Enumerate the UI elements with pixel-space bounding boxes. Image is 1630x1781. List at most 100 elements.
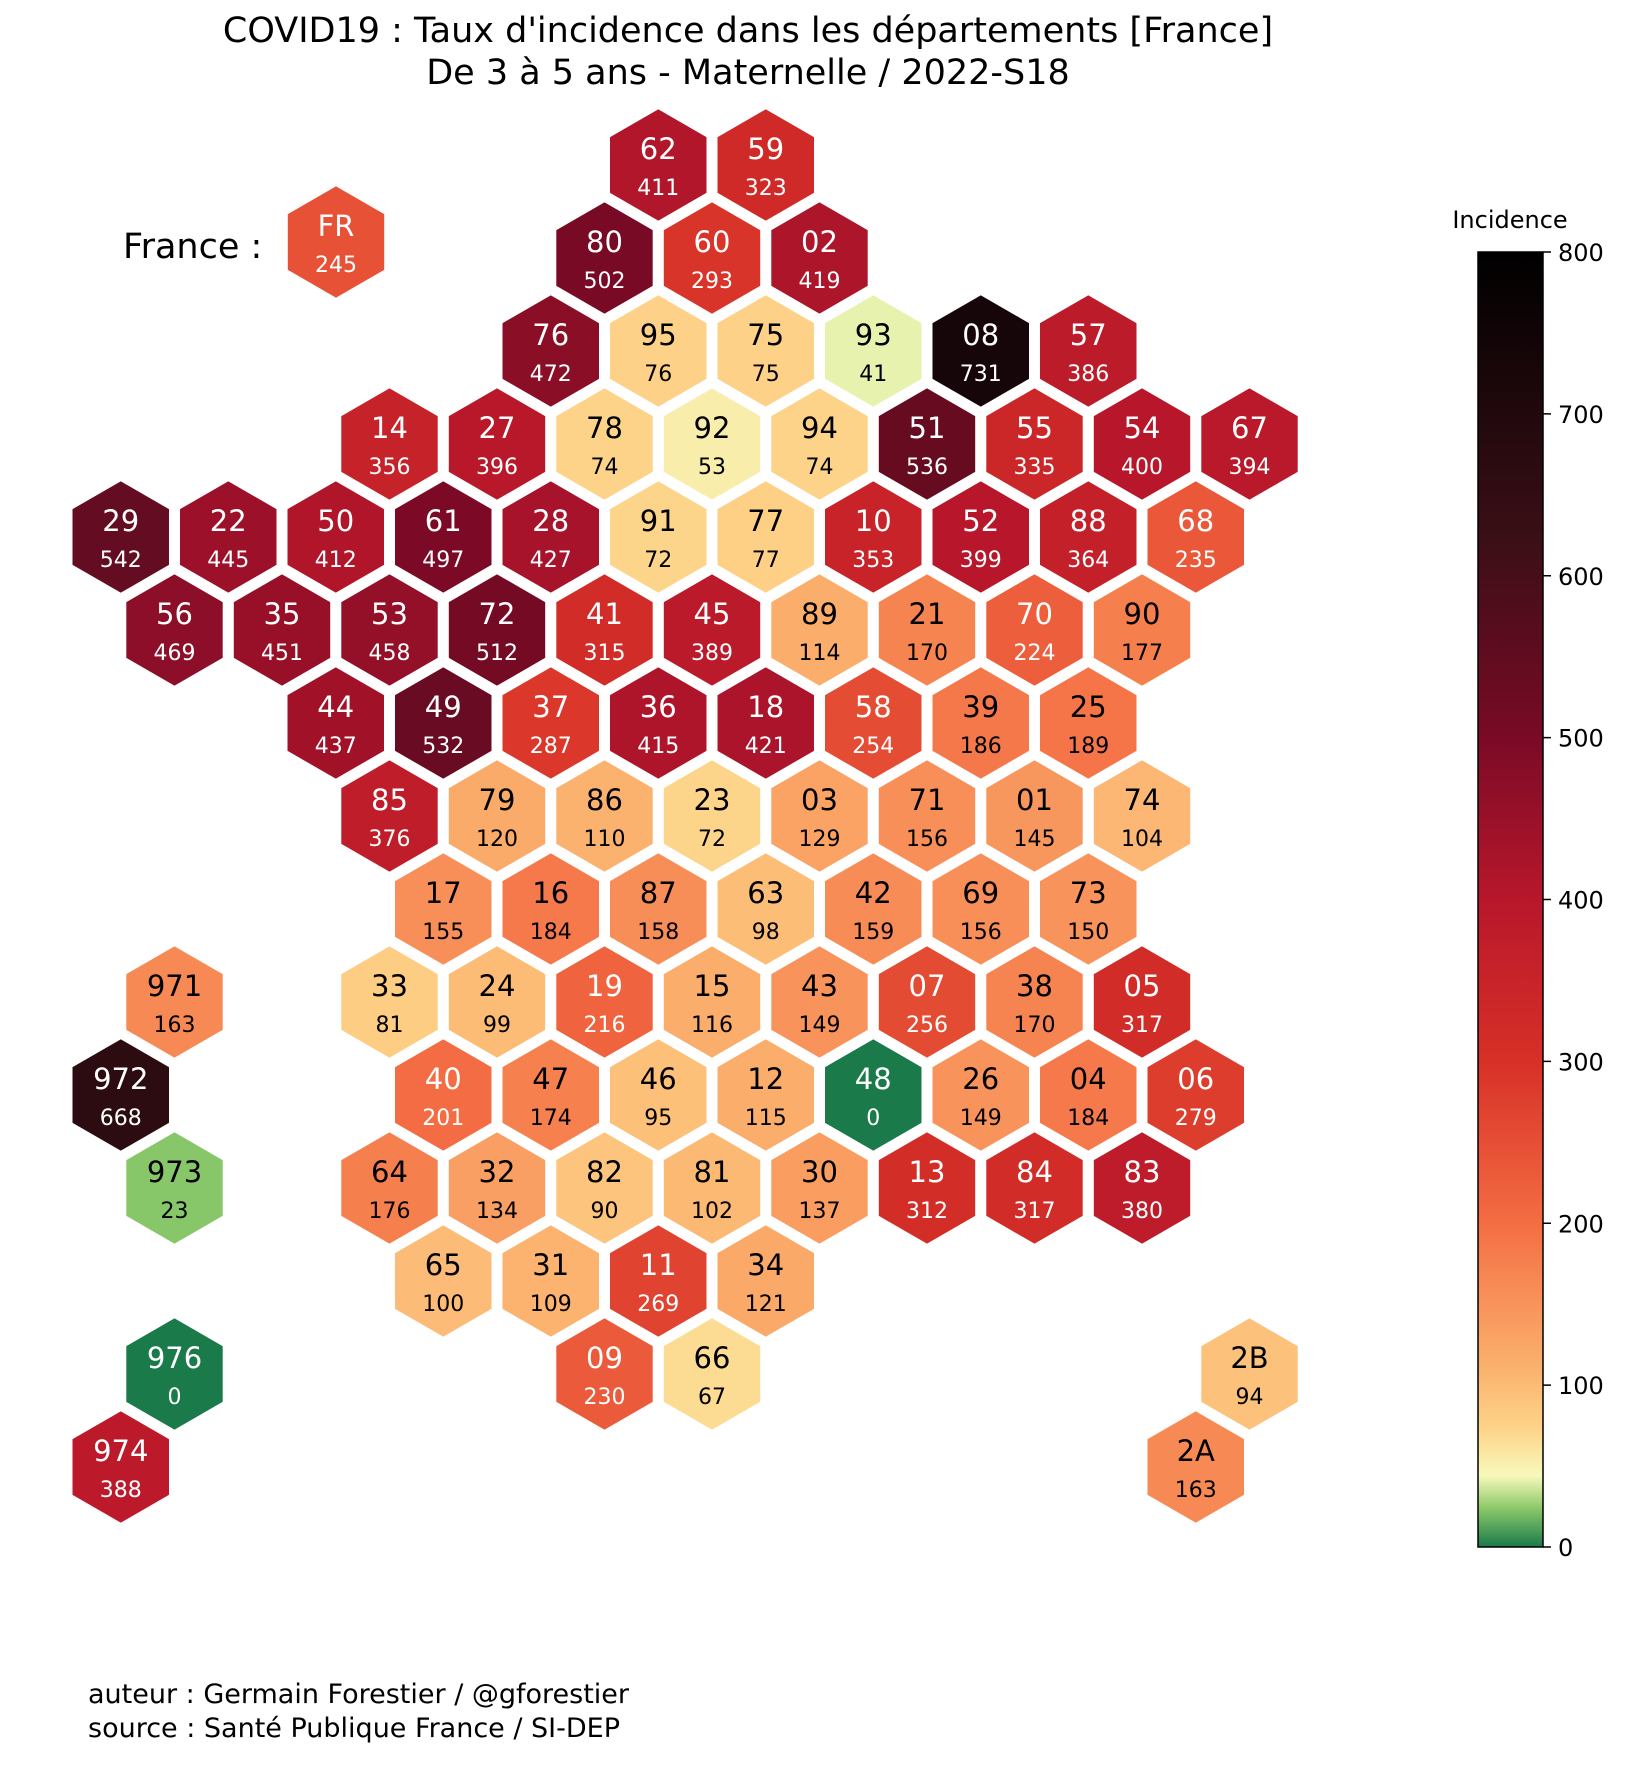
hex-value-label: 74 xyxy=(591,455,619,480)
hex-code-label: 86 xyxy=(586,783,623,817)
hex-value-label: 287 xyxy=(530,734,572,759)
hex-code-label: 57 xyxy=(1070,318,1107,352)
hex-code-label: 82 xyxy=(586,1155,623,1189)
hex-cell xyxy=(337,569,442,691)
hex-code-label: 971 xyxy=(147,969,202,1003)
hex-value-label: 129 xyxy=(799,827,841,852)
hex-cell xyxy=(767,1127,872,1249)
hex-code-label: 38 xyxy=(1016,969,1053,1003)
hex-cell xyxy=(122,569,227,691)
colorbar-tick-label: 500 xyxy=(1558,725,1604,753)
hex-cell xyxy=(498,1034,603,1156)
hex-cell xyxy=(498,662,603,784)
hex-cell xyxy=(337,383,442,505)
hex-cell xyxy=(552,1127,657,1249)
hex-value-label: 317 xyxy=(1014,1199,1056,1224)
hex-code-label: 68 xyxy=(1177,504,1214,538)
hex-cell xyxy=(552,197,657,319)
hex-code-label: 93 xyxy=(855,318,892,352)
hex-code-label: 50 xyxy=(317,504,354,538)
hex-code-label: 85 xyxy=(371,783,408,817)
hex-cell xyxy=(767,569,872,691)
hex-value-label: 536 xyxy=(906,455,948,480)
hex-code-label: 974 xyxy=(93,1434,148,1468)
hex-value-label: 216 xyxy=(584,1013,626,1038)
hex-cell xyxy=(606,476,711,598)
hex-value-label: 163 xyxy=(1175,1478,1217,1503)
hex-cell xyxy=(176,476,281,598)
hex-value-label: 94 xyxy=(1236,1385,1264,1410)
hex-cell xyxy=(122,1313,227,1435)
hex-value-label: 149 xyxy=(799,1013,841,1038)
hex-value-label: 95 xyxy=(644,1106,672,1131)
hex-value-label: 177 xyxy=(1121,641,1163,666)
hex-value-label: 159 xyxy=(852,920,894,945)
hex-code-label: 89 xyxy=(801,597,838,631)
hex-value-label: 74 xyxy=(806,455,834,480)
hex-value-label: 502 xyxy=(584,269,626,294)
hex-cell xyxy=(767,197,872,319)
colorbar: Incidence 0 100 200 300 400 500 600 700 800 xyxy=(1452,206,1603,1562)
hex-value-label: 415 xyxy=(637,734,679,759)
colorbar-tick-label: 800 xyxy=(1558,239,1604,267)
hex-code-label: 63 xyxy=(747,876,784,910)
hex-cell xyxy=(928,1034,1033,1156)
hex-cell xyxy=(122,941,227,1063)
hex-cell xyxy=(1089,941,1195,1063)
hex-value-label: 399 xyxy=(960,548,1002,573)
hex-value-label: 109 xyxy=(530,1292,572,1317)
hex-cell xyxy=(659,1127,765,1249)
hex-value-label: 364 xyxy=(1067,548,1109,573)
hex-value-label: 156 xyxy=(960,920,1002,945)
hex-cell xyxy=(659,383,765,505)
hex-cell xyxy=(982,941,1087,1063)
hex-value-label: 356 xyxy=(369,455,411,480)
hex-code-label: 49 xyxy=(425,690,462,724)
hex-value-label: 256 xyxy=(906,1013,948,1038)
hex-value-label: 380 xyxy=(1121,1199,1163,1224)
hex-cell xyxy=(68,1034,173,1156)
hex-value-label: 419 xyxy=(799,269,841,294)
hex-cell xyxy=(982,383,1087,505)
hex-FR: FR 245 xyxy=(283,181,389,303)
hex-cell xyxy=(283,181,389,303)
footer-author: auteur : Germain Forestier / @gforestier xyxy=(88,1679,630,1710)
hex-cell xyxy=(874,383,980,505)
hex-value-label: 497 xyxy=(422,548,464,573)
hex-value-label: 412 xyxy=(315,548,357,573)
hex-code-label: 78 xyxy=(586,411,623,445)
colorbar-tick-label: 700 xyxy=(1558,401,1604,429)
hex-value-label: 0 xyxy=(168,1385,182,1410)
